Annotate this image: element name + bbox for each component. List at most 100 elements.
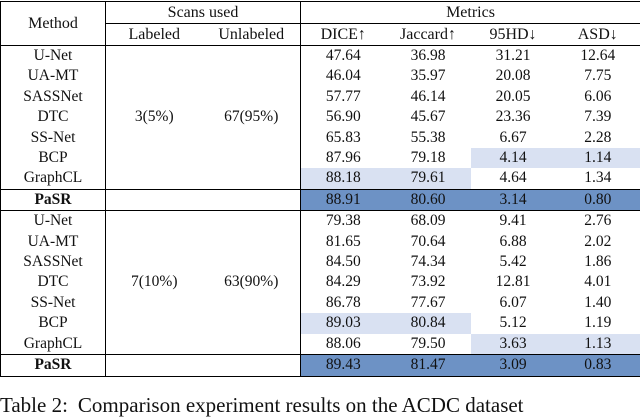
- jaccard-cell: 73.92: [386, 272, 471, 292]
- table-row: U-Net 7(10%) 63(90%) 79.38 68.09 9.41 2.…: [1, 211, 640, 232]
- 95hd-cell: 3.09: [471, 355, 556, 376]
- asd-cell: 6.06: [556, 87, 640, 107]
- 95hd-cell: 31.21: [471, 46, 556, 67]
- 95hd-cell: 9.41: [471, 211, 556, 232]
- labeled-cell-empty: [106, 189, 203, 210]
- table-row: BCP 89.03 80.84 5.12 1.19: [1, 313, 640, 333]
- dice-cell: 56.90: [301, 107, 386, 127]
- dice-cell: 88.06: [301, 334, 386, 355]
- method-cell: U-Net: [1, 211, 106, 232]
- method-cell: UA-MT: [1, 232, 106, 252]
- table-row: GraphCL 88.06 79.50 3.63 1.13: [1, 334, 640, 355]
- method-cell: SS-Net: [1, 293, 106, 313]
- asd-cell: 2.02: [556, 232, 640, 252]
- table-row: SS-Net 86.78 77.67 6.07 1.40: [1, 293, 640, 313]
- caption-label: Table 2:: [0, 393, 68, 417]
- dice-cell: 87.96: [301, 148, 386, 168]
- table-caption: Table 2: Comparison experiment results on…: [0, 392, 640, 418]
- method-cell: GraphCL: [1, 168, 106, 189]
- asd-cell: 2.76: [556, 211, 640, 232]
- pasr-row: PaSR 89.43 81.47 3.09 0.83: [1, 355, 640, 376]
- table-row: BCP 87.96 79.18 4.14 1.14: [1, 148, 640, 168]
- method-cell: BCP: [1, 313, 106, 333]
- asd-cell: 1.19: [556, 313, 640, 333]
- dice-cell: 84.29: [301, 272, 386, 292]
- dice-cell: 79.38: [301, 211, 386, 232]
- method-cell: SASSNet: [1, 87, 106, 107]
- 95hd-cell: 5.12: [471, 313, 556, 333]
- dice-cell: 81.65: [301, 232, 386, 252]
- dice-cell: 89.03: [301, 313, 386, 333]
- header-labeled: Labeled: [106, 24, 203, 46]
- table-row: SASSNet 57.77 46.14 20.05 6.06: [1, 87, 640, 107]
- 95hd-cell: 3.14: [471, 189, 556, 210]
- labeled-cell: 7(10%): [106, 211, 203, 355]
- asd-cell: 0.83: [556, 355, 640, 376]
- asd-cell: 7.39: [556, 107, 640, 127]
- 95hd-cell: 5.42: [471, 252, 556, 272]
- table-row: GraphCL 88.18 79.61 4.64 1.34: [1, 168, 640, 189]
- jaccard-cell: 79.61: [386, 168, 471, 189]
- method-cell: DTC: [1, 107, 106, 127]
- jaccard-cell: 45.67: [386, 107, 471, 127]
- jaccard-cell: 80.84: [386, 313, 471, 333]
- dice-cell: 88.91: [301, 189, 386, 210]
- method-cell: UA-MT: [1, 66, 106, 86]
- header-asd: ASD↓: [556, 24, 640, 46]
- table-row: DTC 84.29 73.92 12.81 4.01: [1, 272, 640, 292]
- 95hd-cell: 6.07: [471, 293, 556, 313]
- dice-cell: 84.50: [301, 252, 386, 272]
- header-metrics: Metrics: [301, 2, 640, 24]
- asd-cell: 1.13: [556, 334, 640, 355]
- header-method: Method: [1, 2, 106, 46]
- asd-cell: 1.40: [556, 293, 640, 313]
- asd-cell: 12.64: [556, 46, 640, 67]
- caption-text: Comparison experiment results on the ACD…: [78, 393, 524, 417]
- unlabeled-cell: 67(95%): [203, 46, 301, 190]
- asd-cell: 0.80: [556, 189, 640, 210]
- jaccard-cell: 35.97: [386, 66, 471, 86]
- 95hd-cell: 20.05: [471, 87, 556, 107]
- dice-cell: 89.43: [301, 355, 386, 376]
- asd-cell: 4.01: [556, 272, 640, 292]
- header-jaccard: Jaccard↑: [386, 24, 471, 46]
- dice-cell: 47.64: [301, 46, 386, 67]
- dice-cell: 57.77: [301, 87, 386, 107]
- 95hd-cell: 23.36: [471, 107, 556, 127]
- header-scans-used: Scans used: [106, 2, 301, 24]
- method-cell: PaSR: [1, 355, 106, 376]
- method-cell: GraphCL: [1, 334, 106, 355]
- jaccard-cell: 79.50: [386, 334, 471, 355]
- method-cell: DTC: [1, 272, 106, 292]
- results-table: Method Scans used Metrics Labeled Unlabe…: [0, 1, 640, 377]
- unlabeled-cell: 63(90%): [203, 211, 301, 355]
- table-row: SASSNet 84.50 74.34 5.42 1.86: [1, 252, 640, 272]
- table-row: UA-MT 46.04 35.97 20.08 7.75: [1, 66, 640, 86]
- 95hd-cell: 6.67: [471, 128, 556, 148]
- dice-cell: 46.04: [301, 66, 386, 86]
- method-cell: SASSNet: [1, 252, 106, 272]
- labeled-cell: 3(5%): [106, 46, 203, 190]
- pasr-row: PaSR 88.91 80.60 3.14 0.80: [1, 189, 640, 210]
- asd-cell: 7.75: [556, 66, 640, 86]
- labeled-cell-empty: [106, 355, 203, 376]
- header-unlabeled: Unlabeled: [203, 24, 301, 46]
- dice-cell: 65.83: [301, 128, 386, 148]
- unlabeled-cell-empty: [203, 355, 301, 376]
- asd-cell: 1.34: [556, 168, 640, 189]
- table-row: UA-MT 81.65 70.64 6.88 2.02: [1, 232, 640, 252]
- table-row: SS-Net 65.83 55.38 6.67 2.28: [1, 128, 640, 148]
- header-row-groups: Method Scans used Metrics: [1, 2, 640, 24]
- table-row: U-Net 3(5%) 67(95%) 47.64 36.98 31.21 12…: [1, 46, 640, 67]
- 95hd-cell: 12.81: [471, 272, 556, 292]
- 95hd-cell: 6.88: [471, 232, 556, 252]
- asd-cell: 2.28: [556, 128, 640, 148]
- dice-cell: 88.18: [301, 168, 386, 189]
- jaccard-cell: 74.34: [386, 252, 471, 272]
- jaccard-cell: 77.67: [386, 293, 471, 313]
- jaccard-cell: 36.98: [386, 46, 471, 67]
- method-cell: U-Net: [1, 46, 106, 67]
- 95hd-cell: 4.64: [471, 168, 556, 189]
- header-95hd: 95HD↓: [471, 24, 556, 46]
- asd-cell: 1.86: [556, 252, 640, 272]
